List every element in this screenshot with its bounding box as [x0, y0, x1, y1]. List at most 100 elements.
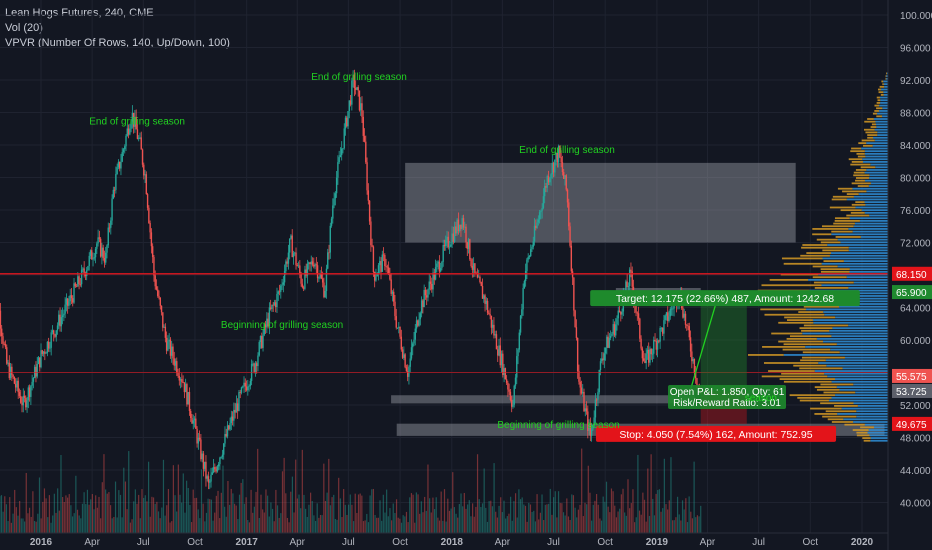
volume-profile-up	[852, 187, 888, 190]
candle-body	[14, 383, 17, 388]
volume-profile-down	[799, 367, 843, 370]
volume-bar	[366, 513, 368, 533]
candle-body	[97, 237, 99, 244]
volume-bar	[346, 514, 348, 533]
candle-body	[508, 389, 510, 392]
volume-bar	[286, 517, 289, 533]
volume-profile-down	[771, 332, 803, 335]
candle-body	[670, 308, 673, 310]
candle-body	[541, 207, 543, 211]
candle-body	[248, 385, 250, 387]
volume-bar	[351, 504, 353, 533]
volume-bar	[500, 497, 502, 533]
volume-profile-up	[882, 107, 888, 110]
volume-bar	[80, 518, 82, 533]
candle-body	[197, 437, 200, 444]
candle-body	[40, 350, 42, 368]
candle-body	[93, 257, 96, 259]
candle-body	[380, 261, 382, 272]
chart-annotation: End of grilling season	[311, 72, 407, 83]
volume-bar	[12, 513, 14, 533]
volume-bar	[629, 508, 631, 533]
volume-profile-down	[878, 91, 884, 94]
volume-profile-down	[831, 421, 854, 423]
volume-profile-down	[821, 225, 854, 228]
volume-bar	[552, 497, 555, 533]
volume-bar	[610, 488, 613, 533]
candle-body	[83, 268, 85, 273]
volume-bar	[392, 503, 394, 533]
volume-bar	[169, 522, 171, 533]
volume-bar	[86, 489, 89, 533]
candle-body	[179, 379, 182, 381]
volume-bar	[313, 515, 315, 533]
candle-body	[187, 392, 189, 405]
candle-body	[60, 317, 63, 327]
candle-body	[49, 347, 51, 349]
volume-profile-down	[879, 85, 885, 88]
candle-body	[437, 261, 439, 264]
candle-body	[447, 236, 449, 248]
candle-body	[386, 266, 389, 268]
x-tick-label: Jul	[547, 537, 560, 548]
volume-bar	[228, 504, 231, 533]
y-tick-label: 100.000	[900, 11, 932, 22]
candle-body	[203, 461, 206, 469]
candle-body	[379, 261, 381, 266]
candle-body	[503, 368, 505, 376]
volume-bar	[574, 507, 576, 533]
volume-bar	[60, 455, 62, 533]
candle-body	[176, 361, 178, 374]
volume-bar	[95, 495, 97, 533]
candle-body	[39, 357, 41, 368]
candle-body	[130, 121, 132, 129]
volume-bar	[268, 516, 270, 533]
volume-bar	[143, 497, 145, 533]
candle-body	[630, 269, 632, 272]
volume-profile-up	[829, 254, 888, 257]
volume-profile-up	[876, 123, 888, 126]
candle-body	[446, 236, 448, 241]
candle-body	[561, 162, 564, 173]
volume-profile-down	[876, 96, 880, 99]
volume-bar	[450, 508, 452, 533]
candle-body	[223, 443, 225, 455]
volume-profile-up	[875, 166, 888, 169]
volume-bar	[38, 477, 41, 533]
candle-body	[269, 307, 272, 310]
candle-body	[319, 274, 321, 278]
volume-bar	[447, 498, 449, 533]
candle-body	[98, 237, 101, 239]
volume-profile-down	[856, 434, 870, 437]
volume-bar	[296, 498, 298, 533]
candle-body	[371, 245, 373, 247]
candle-body	[141, 149, 144, 165]
candle-body	[238, 392, 240, 411]
volume-bar	[42, 501, 44, 533]
candle-body	[621, 311, 623, 315]
candle-body	[418, 319, 420, 326]
volume-profile-down	[867, 134, 878, 136]
price-zone	[391, 395, 696, 404]
volume-bar	[562, 512, 565, 533]
volume-bar	[19, 500, 21, 533]
volume-bar	[207, 498, 209, 533]
volume-bar	[607, 506, 609, 533]
candle-body	[575, 327, 578, 338]
volume-profile-up	[886, 72, 888, 75]
candle-body	[278, 291, 281, 293]
candle-body	[255, 363, 258, 367]
volume-bar	[5, 504, 8, 533]
candle-body	[244, 382, 246, 387]
candle-body	[323, 282, 325, 298]
x-tick-label: Jul	[137, 537, 150, 548]
candle-body	[249, 380, 252, 386]
volume-bar	[384, 512, 386, 533]
volume-profile-up	[873, 426, 888, 429]
volume-bar	[390, 520, 393, 533]
volume-profile-up	[856, 415, 888, 418]
volume-profile-up	[826, 364, 888, 367]
volume-bar	[271, 508, 274, 533]
volume-bar	[544, 504, 546, 533]
